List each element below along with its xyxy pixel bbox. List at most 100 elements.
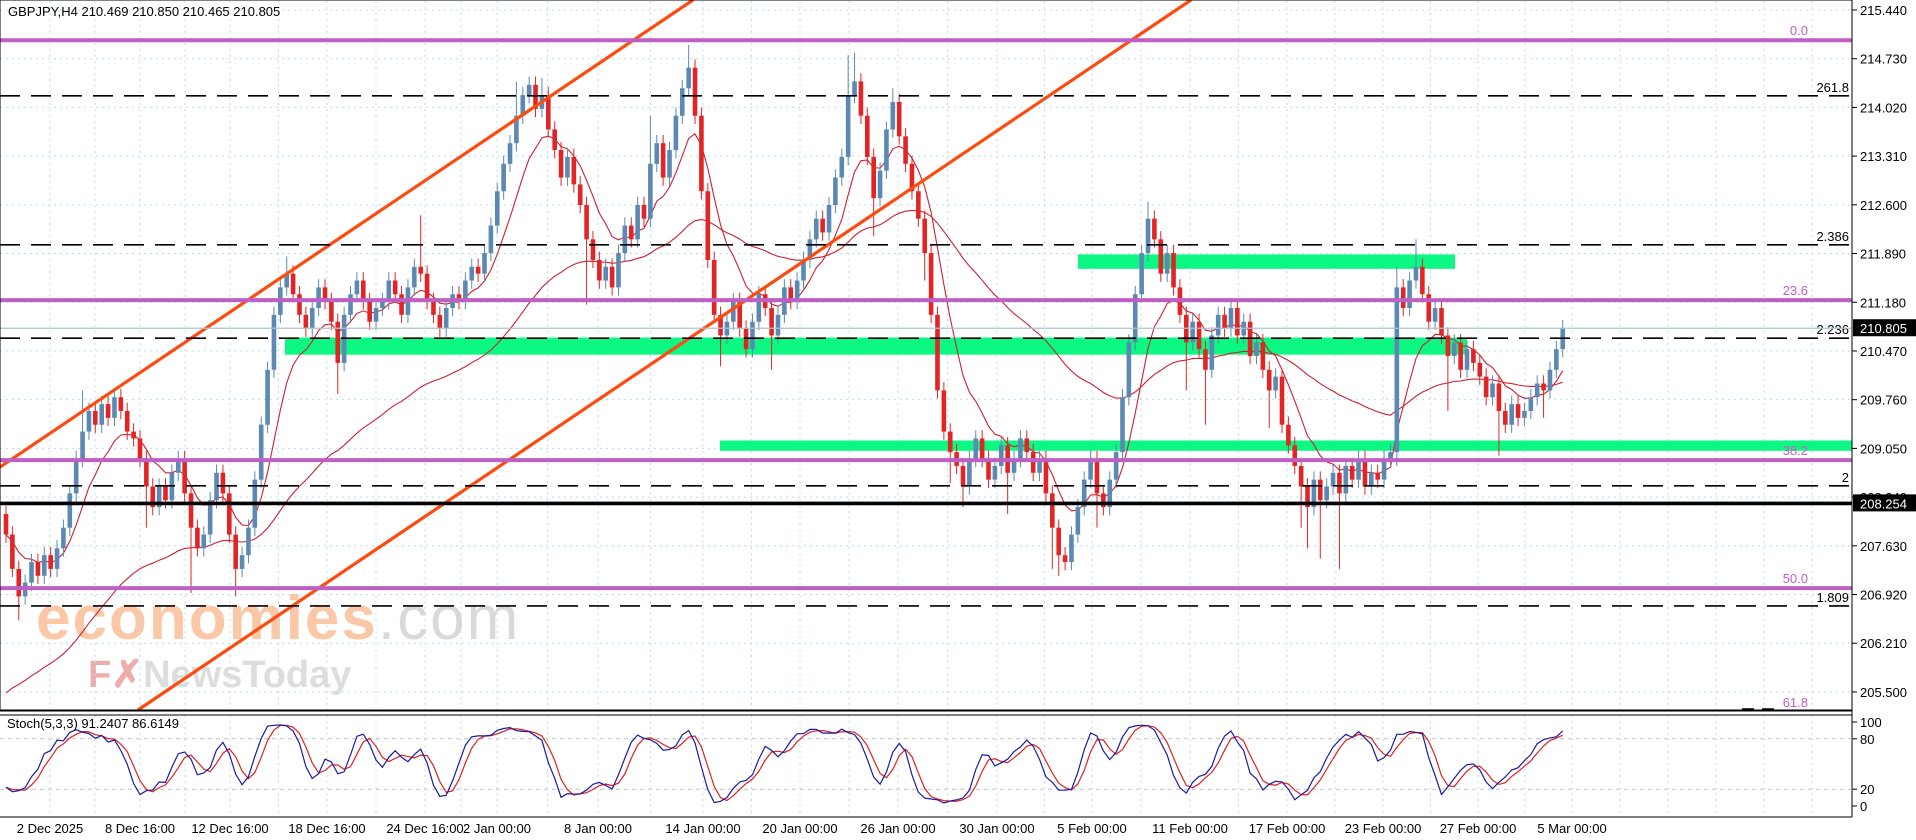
candle-body <box>960 465 966 487</box>
candle-body <box>1286 424 1291 446</box>
candle-body <box>118 397 124 411</box>
trendline-orange <box>0 0 694 469</box>
stoch-axis-label: 100 <box>1860 715 1882 730</box>
candle-body <box>1343 465 1349 494</box>
candle-body <box>41 555 47 576</box>
candle-body <box>1266 369 1272 391</box>
watermark-tld: .com <box>377 584 521 653</box>
candle-body <box>616 253 621 288</box>
fib-extension-label: 2 <box>1842 470 1849 485</box>
candle-body <box>1445 335 1451 357</box>
candle-body <box>1094 459 1100 494</box>
moving-average-slow <box>5 209 1563 694</box>
stoch-axis-label: 80 <box>1860 732 1874 747</box>
candle-body <box>903 136 908 164</box>
candle-body <box>488 225 494 254</box>
candle-body <box>1279 376 1285 425</box>
candle-body <box>1120 397 1125 453</box>
candle-body <box>769 307 774 336</box>
candle-body <box>1554 349 1559 370</box>
candle-body <box>1164 253 1170 274</box>
fib-extension-label: 261.8 <box>1816 80 1849 95</box>
candle-body <box>1222 314 1227 329</box>
trendline-orange <box>137 0 1192 712</box>
candle-body <box>750 321 755 350</box>
price-axis-label: 213.310 <box>1860 149 1907 164</box>
candle-body <box>916 191 921 219</box>
candle-body <box>673 115 679 151</box>
candle-body <box>1113 452 1119 480</box>
support-zone <box>1078 254 1455 269</box>
candle-body <box>947 431 953 453</box>
candle-body <box>373 307 379 322</box>
candle-body <box>316 287 321 308</box>
candle-body <box>1305 486 1310 508</box>
candle-body <box>1547 369 1553 391</box>
candle-body <box>718 314 723 336</box>
fib-percent-label: 38.2 <box>1783 443 1808 458</box>
current-price-badge <box>1853 319 1916 337</box>
candle-body <box>1037 459 1042 473</box>
candle-body <box>1298 465 1304 487</box>
candle-body <box>877 170 883 199</box>
candle-body <box>309 307 315 329</box>
candle-body <box>1388 452 1393 460</box>
candle-body <box>329 301 334 322</box>
candle-body <box>246 527 251 556</box>
time-axis-label: 17 Feb 00:00 <box>1249 821 1326 836</box>
candle-body <box>1158 239 1164 274</box>
candle-body <box>303 314 309 329</box>
candle-body <box>1190 321 1195 343</box>
candle-body <box>367 301 372 322</box>
watermark-fxnewstoday: F✗NewsToday <box>88 656 520 694</box>
stoch-axis-label: 0 <box>1860 799 1867 814</box>
watermark: economies.com F✗NewsToday <box>36 588 520 695</box>
candle-body <box>437 314 443 329</box>
candle-body <box>195 527 200 549</box>
candle-body <box>335 321 341 363</box>
fib-percent-label: 0.0 <box>1790 23 1808 38</box>
stochastic-indicator-label: Stoch(5,3,3) 91.2407 86.6149 <box>7 716 180 731</box>
candle-body <box>1075 507 1081 535</box>
candle-body <box>1132 294 1138 343</box>
stoch-main-line <box>5 724 1564 804</box>
time-axis-label: 2 Jan 00:00 <box>463 821 531 836</box>
candle-body <box>131 431 136 439</box>
candle-body <box>392 280 398 295</box>
candle-body <box>1458 342 1463 370</box>
candle-body <box>494 191 500 226</box>
watermark-fx: F✗ <box>88 654 144 696</box>
candle-body <box>1394 287 1400 453</box>
candle-body <box>322 287 328 302</box>
candle-body <box>1407 280 1412 308</box>
candle-body <box>871 156 876 199</box>
candle-body <box>973 438 979 460</box>
candle-body <box>412 266 417 288</box>
candle-body <box>648 163 653 219</box>
candle-body <box>507 143 513 164</box>
candle-body <box>1490 383 1495 398</box>
candle-body <box>1235 307 1240 336</box>
candle-body <box>1362 459 1368 487</box>
fib-percent-label: 50.0 <box>1783 571 1808 586</box>
fib-percent-label: 61.8 <box>1783 695 1808 710</box>
candle-body <box>1483 376 1489 398</box>
candle-body <box>227 493 232 535</box>
candle-body <box>1171 253 1176 288</box>
price-axis-label: 209.050 <box>1860 441 1907 456</box>
candle-body <box>10 534 15 569</box>
candle-body <box>922 218 928 254</box>
candle-body <box>424 273 430 302</box>
candle-body <box>1522 410 1527 418</box>
candle-body <box>1528 397 1534 411</box>
candle-body <box>354 280 360 295</box>
candle-body <box>1260 342 1266 370</box>
candle-body <box>635 204 640 240</box>
candle-body <box>552 129 557 151</box>
time-axis-label: 11 Feb 00:00 <box>1152 821 1228 836</box>
time-axis-label: 14 Jan 00:00 <box>665 821 740 836</box>
time-axis-label: 27 Feb 00:00 <box>1440 821 1517 836</box>
time-axis-label: 26 Jan 00:00 <box>860 821 935 836</box>
candle-body <box>1011 459 1017 473</box>
